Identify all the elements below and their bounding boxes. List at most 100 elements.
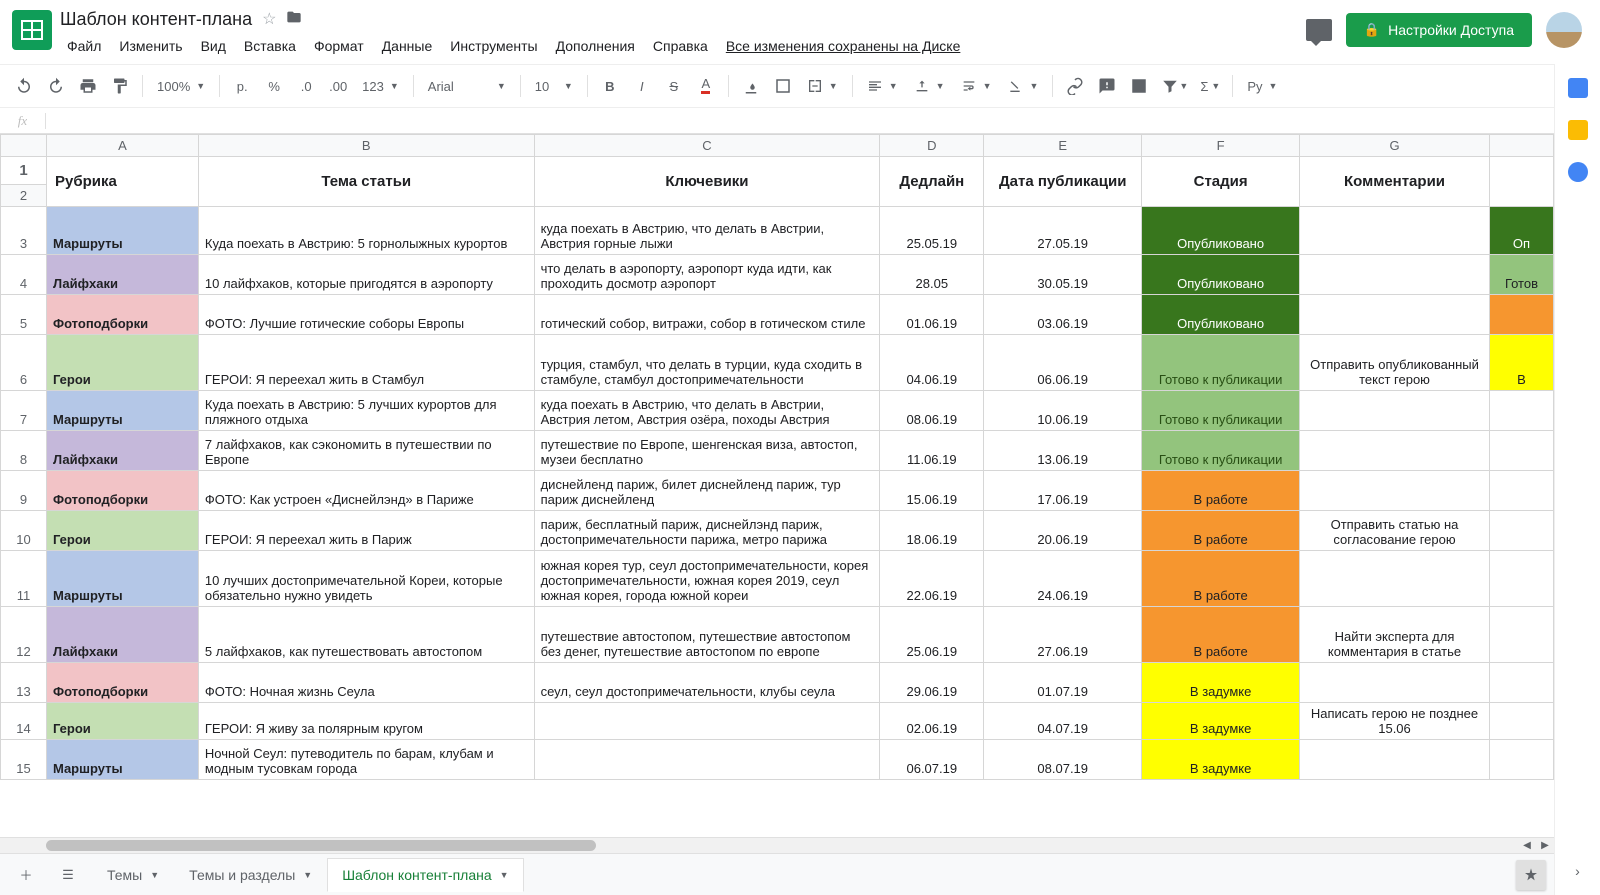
cell[interactable]: Готов bbox=[1489, 255, 1553, 295]
cell-pubdate[interactable]: 08.07.19 bbox=[984, 740, 1142, 780]
italic-button[interactable]: I bbox=[628, 72, 656, 100]
cell-comment[interactable] bbox=[1300, 431, 1490, 471]
col-header-A[interactable]: A bbox=[46, 135, 198, 157]
cell-topic[interactable]: 7 лайфхаков, как сэкономить в путешестви… bbox=[198, 431, 534, 471]
cell-topic[interactable]: ФОТО: Лучшие готические соборы Европы bbox=[198, 295, 534, 335]
table-header-cell[interactable]: Тема статьи bbox=[198, 157, 534, 207]
cell-comment[interactable] bbox=[1300, 295, 1490, 335]
table-header-cell[interactable]: Рубрика bbox=[46, 157, 198, 207]
add-sheet-button[interactable]: ＋ bbox=[8, 860, 44, 890]
cell-pubdate[interactable]: 04.07.19 bbox=[984, 703, 1142, 740]
tasks-icon[interactable] bbox=[1568, 162, 1588, 182]
input-language-button[interactable]: Ру▼ bbox=[1241, 72, 1283, 100]
row-header[interactable]: 2 bbox=[1, 185, 47, 207]
cell-pubdate[interactable]: 30.05.19 bbox=[984, 255, 1142, 295]
cell-stage[interactable]: Готово к публикации bbox=[1142, 431, 1300, 471]
cell[interactable] bbox=[1489, 157, 1553, 207]
cell-stage[interactable]: В работе bbox=[1142, 607, 1300, 663]
cell-stage[interactable]: В задумке bbox=[1142, 663, 1300, 703]
sheet-tab[interactable]: Шаблон контент-плана▼ bbox=[327, 858, 523, 892]
percent-button[interactable]: % bbox=[260, 72, 288, 100]
cell-comment[interactable]: Отправить опубликованный текст герою bbox=[1300, 335, 1490, 391]
cell-topic[interactable]: Куда поехать в Австрию: 5 лучших курорто… bbox=[198, 391, 534, 431]
row-header[interactable]: 11 bbox=[1, 551, 47, 607]
cell-pubdate[interactable]: 10.06.19 bbox=[984, 391, 1142, 431]
cell-deadline[interactable]: 25.06.19 bbox=[880, 607, 984, 663]
cell-topic[interactable]: ГЕРОИ: Я переехал жить в Париж bbox=[198, 511, 534, 551]
calendar-icon[interactable] bbox=[1568, 78, 1588, 98]
cell-pubdate[interactable]: 06.06.19 bbox=[984, 335, 1142, 391]
cell-deadline[interactable]: 28.05 bbox=[880, 255, 984, 295]
cell-deadline[interactable]: 22.06.19 bbox=[880, 551, 984, 607]
cell-keywords[interactable]: южная корея тур, сеул достопримечательно… bbox=[534, 551, 880, 607]
cell-topic[interactable]: 10 лучших достопримечательной Кореи, кот… bbox=[198, 551, 534, 607]
cell[interactable] bbox=[1489, 740, 1553, 780]
cell-topic[interactable]: 10 лайфхаков, которые пригодятся в аэроп… bbox=[198, 255, 534, 295]
cell-deadline[interactable]: 08.06.19 bbox=[880, 391, 984, 431]
cell-pubdate[interactable]: 27.05.19 bbox=[984, 207, 1142, 255]
comments-icon[interactable] bbox=[1306, 19, 1332, 41]
cell[interactable] bbox=[1489, 391, 1553, 431]
menu-инструменты[interactable]: Инструменты bbox=[443, 34, 544, 58]
text-color-button[interactable]: A bbox=[692, 72, 720, 100]
cell-rubrika[interactable]: Маршруты bbox=[46, 391, 198, 431]
cell-deadline[interactable]: 02.06.19 bbox=[880, 703, 984, 740]
cell-rubrika[interactable]: Герои bbox=[46, 703, 198, 740]
row-header[interactable]: 10 bbox=[1, 511, 47, 551]
all-sheets-button[interactable]: ☰ bbox=[50, 860, 86, 890]
cell-pubdate[interactable]: 01.07.19 bbox=[984, 663, 1142, 703]
cell-rubrika[interactable]: Маршруты bbox=[46, 207, 198, 255]
cell-pubdate[interactable]: 13.06.19 bbox=[984, 431, 1142, 471]
cell-pubdate[interactable]: 24.06.19 bbox=[984, 551, 1142, 607]
cell-topic[interactable]: Куда поехать в Австрию: 5 горнолыжных ку… bbox=[198, 207, 534, 255]
cell-keywords[interactable]: путешествие автостопом, путешествие авто… bbox=[534, 607, 880, 663]
cell-comment[interactable] bbox=[1300, 740, 1490, 780]
cell[interactable] bbox=[1489, 551, 1553, 607]
row-header[interactable]: 3 bbox=[1, 207, 47, 255]
cell[interactable]: В bbox=[1489, 335, 1553, 391]
cell-stage[interactable]: Опубликовано bbox=[1142, 207, 1300, 255]
cell-deadline[interactable]: 04.06.19 bbox=[880, 335, 984, 391]
cell-stage[interactable]: Опубликовано bbox=[1142, 295, 1300, 335]
cell-topic[interactable]: 5 лайфхаков, как путешествовать автостоп… bbox=[198, 607, 534, 663]
cell-comment[interactable] bbox=[1300, 391, 1490, 431]
col-header-G[interactable]: G bbox=[1300, 135, 1490, 157]
cell[interactable]: Оп bbox=[1489, 207, 1553, 255]
print-button[interactable] bbox=[74, 72, 102, 100]
cell[interactable] bbox=[1489, 471, 1553, 511]
row-header[interactable]: 1 bbox=[1, 157, 47, 185]
font-size-select[interactable]: 10▼ bbox=[529, 72, 579, 100]
select-all-corner[interactable] bbox=[1, 135, 47, 157]
menu-файл[interactable]: Файл bbox=[60, 34, 108, 58]
cell-stage[interactable]: Опубликовано bbox=[1142, 255, 1300, 295]
cell-pubdate[interactable]: 03.06.19 bbox=[984, 295, 1142, 335]
table-header-cell[interactable]: Ключевики bbox=[534, 157, 880, 207]
filter-button[interactable]: ▼ bbox=[1157, 72, 1192, 100]
cell-keywords[interactable]: готический собор, витражи, собор в готич… bbox=[534, 295, 880, 335]
rotate-button[interactable]: ▼ bbox=[1001, 72, 1044, 100]
cell-comment[interactable]: Написать герою не позднее 15.06 bbox=[1300, 703, 1490, 740]
row-header[interactable]: 14 bbox=[1, 703, 47, 740]
cell-stage[interactable]: В работе bbox=[1142, 551, 1300, 607]
menu-вставка[interactable]: Вставка bbox=[237, 34, 303, 58]
horizontal-scrollbar[interactable]: ◀ ▶ bbox=[0, 837, 1554, 853]
cell-keywords[interactable]: париж, бесплатный париж, диснейлэнд пари… bbox=[534, 511, 880, 551]
cell-keywords[interactable]: диснейленд париж, билет диснейленд париж… bbox=[534, 471, 880, 511]
cell[interactable] bbox=[1489, 703, 1553, 740]
spreadsheet-grid[interactable]: ABCDEFG 1РубрикаТема статьиКлючевикиДедл… bbox=[0, 134, 1554, 837]
col-header-E[interactable]: E bbox=[984, 135, 1142, 157]
paint-format-button[interactable] bbox=[106, 72, 134, 100]
zoom-select[interactable]: 100%▼ bbox=[151, 72, 211, 100]
sheet-tab[interactable]: Темы▼ bbox=[92, 858, 174, 892]
h-align-button[interactable]: ▼ bbox=[861, 72, 904, 100]
cell[interactable] bbox=[1489, 431, 1553, 471]
cell-keywords[interactable]: турция, стамбул, что делать в турции, ку… bbox=[534, 335, 880, 391]
cell-deadline[interactable]: 15.06.19 bbox=[880, 471, 984, 511]
cell-deadline[interactable]: 18.06.19 bbox=[880, 511, 984, 551]
menu-данные[interactable]: Данные bbox=[375, 34, 440, 58]
col-header-[interactable] bbox=[1489, 135, 1553, 157]
cell-rubrika[interactable]: Герои bbox=[46, 511, 198, 551]
cell-rubrika[interactable]: Фотоподборки bbox=[46, 471, 198, 511]
insert-comment-button[interactable] bbox=[1093, 72, 1121, 100]
row-header[interactable]: 8 bbox=[1, 431, 47, 471]
